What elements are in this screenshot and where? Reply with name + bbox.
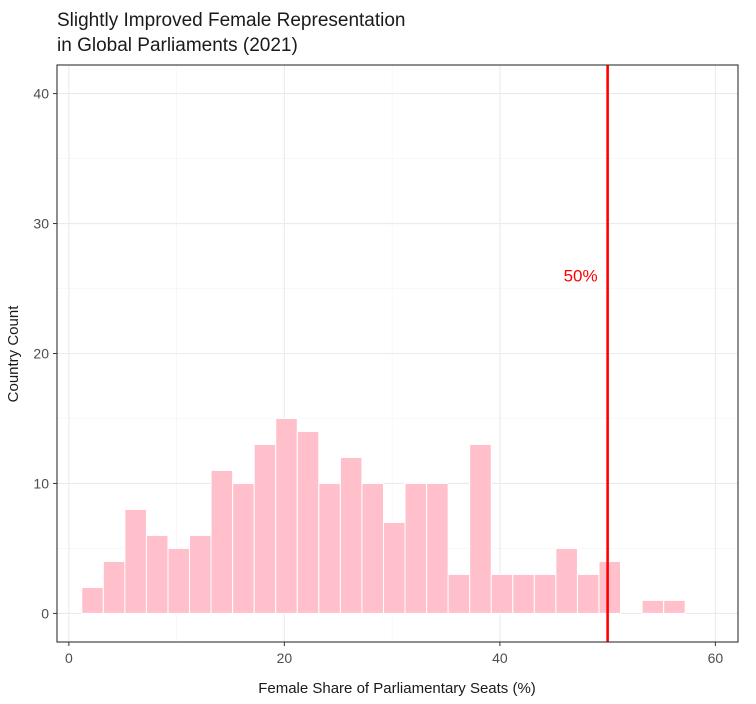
histogram-bars	[81, 417, 686, 614]
histogram-bar	[339, 456, 363, 614]
histogram-bar	[253, 443, 277, 614]
y-tick-label: 20	[33, 346, 49, 362]
axis-ticks	[53, 93, 716, 646]
axis-tick-labels: 0 10 20 30 40 0 20 40 60	[33, 86, 723, 666]
histogram-bar	[512, 573, 535, 614]
histogram-bar	[318, 482, 341, 614]
histogram-bar	[167, 547, 191, 614]
histogram-bar	[361, 482, 384, 614]
y-tick-label: 10	[33, 475, 49, 491]
histogram-bar	[641, 599, 665, 614]
histogram-bar	[469, 443, 492, 614]
y-axis-title: Country Count	[5, 305, 22, 403]
histogram-bar	[102, 560, 126, 614]
x-tick-label: 0	[65, 650, 73, 666]
x-tick-label: 40	[492, 650, 508, 666]
histogram-bar	[81, 586, 104, 614]
y-tick-label: 0	[41, 605, 49, 621]
reference-line-group: 50%	[564, 65, 609, 642]
histogram-bar	[232, 482, 255, 614]
x-tick-label: 20	[277, 650, 293, 666]
histogram-bar	[124, 508, 147, 614]
histogram-bar	[404, 482, 428, 614]
histogram-bar	[145, 534, 169, 614]
reference-line-label: 50%	[564, 267, 598, 286]
histogram-bar	[490, 573, 514, 614]
histogram-bar	[576, 573, 600, 614]
y-tick-label: 30	[33, 216, 49, 232]
x-axis-title: Female Share of Parliamentary Seats (%)	[258, 680, 536, 697]
histogram-bar	[447, 573, 471, 614]
chart-title-line-1: Slightly Improved Female Representation	[57, 10, 406, 31]
histogram-bar	[598, 560, 622, 614]
histogram-bar	[533, 573, 557, 614]
histogram-bar	[296, 430, 320, 614]
histogram-bar	[382, 521, 406, 614]
histogram-bar	[275, 417, 298, 614]
histogram-bar	[426, 482, 449, 614]
y-tick-label: 40	[33, 86, 49, 102]
histogram-bar	[663, 599, 686, 614]
histogram-bar	[210, 469, 234, 614]
histogram-bar	[189, 534, 212, 614]
x-tick-label: 60	[708, 650, 724, 666]
chart-title-line-2: in Global Parliaments (2021)	[57, 35, 298, 56]
histogram-bar	[555, 547, 578, 614]
